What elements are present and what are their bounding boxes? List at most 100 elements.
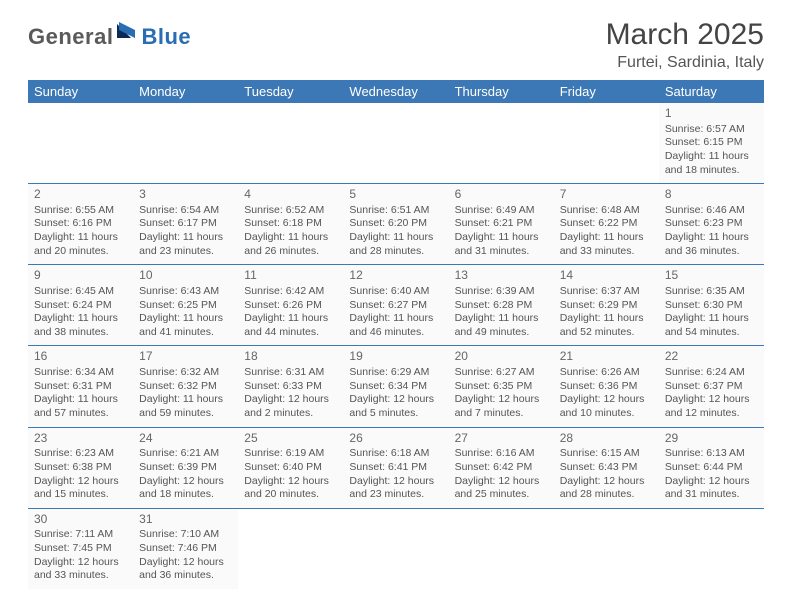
day-number: 11	[244, 268, 337, 284]
day-number: 28	[560, 431, 653, 447]
daylight2-text: and 31 minutes.	[455, 245, 548, 259]
sunrise-text: Sunrise: 6:32 AM	[139, 366, 232, 380]
sunset-text: Sunset: 7:46 PM	[139, 542, 232, 556]
daylight2-text: and 15 minutes.	[34, 488, 127, 502]
daylight2-text: and 44 minutes.	[244, 326, 337, 340]
calendar-cell	[449, 103, 554, 184]
sunset-text: Sunset: 6:28 PM	[455, 299, 548, 313]
daylight1-text: Daylight: 11 hours	[34, 393, 127, 407]
calendar-cell	[238, 103, 343, 184]
sunrise-text: Sunrise: 6:35 AM	[665, 285, 758, 299]
daylight1-text: Daylight: 11 hours	[560, 231, 653, 245]
sunrise-text: Sunrise: 6:21 AM	[139, 447, 232, 461]
sunset-text: Sunset: 6:18 PM	[244, 217, 337, 231]
calendar-cell	[133, 103, 238, 184]
sunrise-text: Sunrise: 6:23 AM	[34, 447, 127, 461]
calendar-row: 2Sunrise: 6:55 AMSunset: 6:16 PMDaylight…	[28, 184, 764, 265]
calendar-row: 9Sunrise: 6:45 AMSunset: 6:24 PMDaylight…	[28, 265, 764, 346]
sunset-text: Sunset: 6:23 PM	[665, 217, 758, 231]
weekday-header: Thursday	[449, 80, 554, 103]
sunrise-text: Sunrise: 6:40 AM	[349, 285, 442, 299]
sunset-text: Sunset: 6:32 PM	[139, 380, 232, 394]
calendar-cell: 9Sunrise: 6:45 AMSunset: 6:24 PMDaylight…	[28, 265, 133, 346]
calendar-cell: 6Sunrise: 6:49 AMSunset: 6:21 PMDaylight…	[449, 184, 554, 265]
day-number: 24	[139, 431, 232, 447]
calendar-cell: 13Sunrise: 6:39 AMSunset: 6:28 PMDayligh…	[449, 265, 554, 346]
daylight2-text: and 5 minutes.	[349, 407, 442, 421]
sunrise-text: Sunrise: 6:48 AM	[560, 204, 653, 218]
sunrise-text: Sunrise: 6:26 AM	[560, 366, 653, 380]
daylight1-text: Daylight: 11 hours	[665, 312, 758, 326]
day-number: 29	[665, 431, 758, 447]
sunset-text: Sunset: 6:39 PM	[139, 461, 232, 475]
sunset-text: Sunset: 6:25 PM	[139, 299, 232, 313]
day-number: 8	[665, 187, 758, 203]
daylight1-text: Daylight: 11 hours	[665, 231, 758, 245]
daylight1-text: Daylight: 12 hours	[34, 556, 127, 570]
daylight1-text: Daylight: 12 hours	[34, 475, 127, 489]
sunrise-text: Sunrise: 6:37 AM	[560, 285, 653, 299]
daylight2-text: and 7 minutes.	[455, 407, 548, 421]
day-number: 21	[560, 349, 653, 365]
sunset-text: Sunset: 6:17 PM	[139, 217, 232, 231]
calendar-cell: 19Sunrise: 6:29 AMSunset: 6:34 PMDayligh…	[343, 346, 448, 427]
weekday-header: Friday	[554, 80, 659, 103]
sunset-text: Sunset: 6:30 PM	[665, 299, 758, 313]
sunrise-text: Sunrise: 6:19 AM	[244, 447, 337, 461]
calendar-cell: 15Sunrise: 6:35 AMSunset: 6:30 PMDayligh…	[659, 265, 764, 346]
sunset-text: Sunset: 6:26 PM	[244, 299, 337, 313]
daylight1-text: Daylight: 11 hours	[349, 231, 442, 245]
calendar-cell: 27Sunrise: 6:16 AMSunset: 6:42 PMDayligh…	[449, 427, 554, 508]
daylight2-text: and 28 minutes.	[560, 488, 653, 502]
sunset-text: Sunset: 6:33 PM	[244, 380, 337, 394]
calendar-cell: 28Sunrise: 6:15 AMSunset: 6:43 PMDayligh…	[554, 427, 659, 508]
day-number: 3	[139, 187, 232, 203]
daylight2-text: and 18 minutes.	[665, 164, 758, 178]
calendar-cell: 2Sunrise: 6:55 AMSunset: 6:16 PMDaylight…	[28, 184, 133, 265]
calendar-page: General Blue March 2025 Furtei, Sardinia…	[0, 0, 792, 607]
day-number: 1	[665, 106, 758, 122]
calendar-cell: 17Sunrise: 6:32 AMSunset: 6:32 PMDayligh…	[133, 346, 238, 427]
calendar-cell: 1Sunrise: 6:57 AMSunset: 6:15 PMDaylight…	[659, 103, 764, 184]
calendar-cell: 14Sunrise: 6:37 AMSunset: 6:29 PMDayligh…	[554, 265, 659, 346]
calendar-cell: 22Sunrise: 6:24 AMSunset: 6:37 PMDayligh…	[659, 346, 764, 427]
daylight2-text: and 57 minutes.	[34, 407, 127, 421]
day-number: 17	[139, 349, 232, 365]
sunrise-text: Sunrise: 6:45 AM	[34, 285, 127, 299]
calendar-cell	[554, 103, 659, 184]
weekday-header: Saturday	[659, 80, 764, 103]
calendar-cell: 4Sunrise: 6:52 AMSunset: 6:18 PMDaylight…	[238, 184, 343, 265]
sunrise-text: Sunrise: 6:13 AM	[665, 447, 758, 461]
day-number: 22	[665, 349, 758, 365]
day-number: 4	[244, 187, 337, 203]
daylight1-text: Daylight: 12 hours	[139, 475, 232, 489]
sunset-text: Sunset: 6:15 PM	[665, 136, 758, 150]
calendar-cell: 20Sunrise: 6:27 AMSunset: 6:35 PMDayligh…	[449, 346, 554, 427]
daylight2-text: and 33 minutes.	[560, 245, 653, 259]
daylight1-text: Daylight: 11 hours	[244, 312, 337, 326]
daylight2-text: and 36 minutes.	[665, 245, 758, 259]
calendar-cell: 26Sunrise: 6:18 AMSunset: 6:41 PMDayligh…	[343, 427, 448, 508]
daylight2-text: and 23 minutes.	[139, 245, 232, 259]
sunrise-text: Sunrise: 6:31 AM	[244, 366, 337, 380]
daylight2-text: and 31 minutes.	[665, 488, 758, 502]
calendar-cell: 12Sunrise: 6:40 AMSunset: 6:27 PMDayligh…	[343, 265, 448, 346]
sunset-text: Sunset: 6:16 PM	[34, 217, 127, 231]
calendar-cell: 29Sunrise: 6:13 AMSunset: 6:44 PMDayligh…	[659, 427, 764, 508]
calendar-cell	[28, 103, 133, 184]
sunrise-text: Sunrise: 6:18 AM	[349, 447, 442, 461]
sunrise-text: Sunrise: 6:46 AM	[665, 204, 758, 218]
sunset-text: Sunset: 7:45 PM	[34, 542, 127, 556]
location-label: Furtei, Sardinia, Italy	[606, 54, 764, 72]
flag-icon	[117, 20, 139, 43]
daylight2-text: and 38 minutes.	[34, 326, 127, 340]
daylight2-text: and 28 minutes.	[349, 245, 442, 259]
month-title: March 2025	[606, 18, 764, 52]
daylight2-text: and 2 minutes.	[244, 407, 337, 421]
sunset-text: Sunset: 6:20 PM	[349, 217, 442, 231]
calendar-cell	[659, 508, 764, 589]
day-number: 5	[349, 187, 442, 203]
day-number: 18	[244, 349, 337, 365]
day-number: 12	[349, 268, 442, 284]
weekday-header: Tuesday	[238, 80, 343, 103]
